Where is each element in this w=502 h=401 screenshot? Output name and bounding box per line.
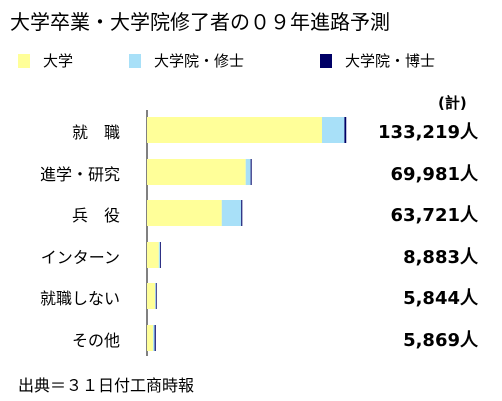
category-label: 就職しない xyxy=(39,289,120,308)
legend-item-doctorate: 大学院・博士 xyxy=(320,50,435,71)
legend-label-doctorate: 大学院・博士 xyxy=(345,52,436,70)
legend: 大学 大学院・修士 大学院・博士 xyxy=(18,50,498,70)
legend-swatch-doctorate xyxy=(320,54,332,68)
bar-masters-4 xyxy=(155,283,156,309)
bar-undergrad-4 xyxy=(147,283,156,309)
category-label: 進学・研究 xyxy=(39,165,120,184)
bar-masters-0 xyxy=(321,117,345,143)
bar-undergrad-3 xyxy=(147,242,159,268)
bar-undergrad-2 xyxy=(147,200,222,226)
bar-undergrad-1 xyxy=(147,159,246,185)
total-label: 5,869人 xyxy=(403,330,478,351)
totals-header: (計) xyxy=(438,94,467,112)
category-label: インターン xyxy=(40,248,120,267)
bar-doctorate-5 xyxy=(154,325,156,351)
bar-masters-5 xyxy=(153,325,155,351)
bar-undergrad-5 xyxy=(147,325,154,351)
bar-doctorate-1 xyxy=(250,159,252,185)
bar-undergrad-0 xyxy=(147,117,322,143)
source-note: 出典＝３１日付工商時報 xyxy=(18,376,195,395)
legend-item-undergrad: 大学 xyxy=(18,50,73,71)
chart-title: 大学卒業・大学院修了者の０９年進路予測 xyxy=(10,10,390,34)
legend-swatch-undergrad xyxy=(18,54,30,68)
total-label: 133,219人 xyxy=(378,122,478,143)
legend-item-masters: 大学院・修士 xyxy=(129,50,244,71)
category-label: 兵 役 xyxy=(71,206,120,225)
bar-doctorate-2 xyxy=(241,200,243,226)
category-label: その他 xyxy=(71,331,120,350)
legend-label-masters: 大学院・修士 xyxy=(154,52,245,70)
bar-masters-2 xyxy=(221,200,242,226)
category-label: 就 職 xyxy=(71,123,120,142)
bar-doctorate-0 xyxy=(344,117,347,143)
bar-masters-1 xyxy=(245,159,251,185)
bar-masters-3 xyxy=(158,242,161,268)
legend-swatch-masters xyxy=(129,54,141,68)
total-label: 69,981人 xyxy=(390,164,478,185)
total-label: 63,721人 xyxy=(390,205,478,226)
bar-doctorate-3 xyxy=(160,242,161,268)
legend-label-undergrad: 大学 xyxy=(43,52,74,70)
bar-group xyxy=(146,110,347,356)
total-label: 8,883人 xyxy=(403,247,478,268)
total-label: 5,844人 xyxy=(403,288,478,309)
bar-doctorate-4 xyxy=(155,283,157,309)
